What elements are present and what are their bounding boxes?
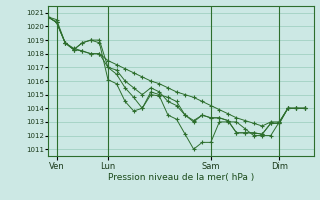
X-axis label: Pression niveau de la mer( hPa ): Pression niveau de la mer( hPa ) [108, 173, 254, 182]
